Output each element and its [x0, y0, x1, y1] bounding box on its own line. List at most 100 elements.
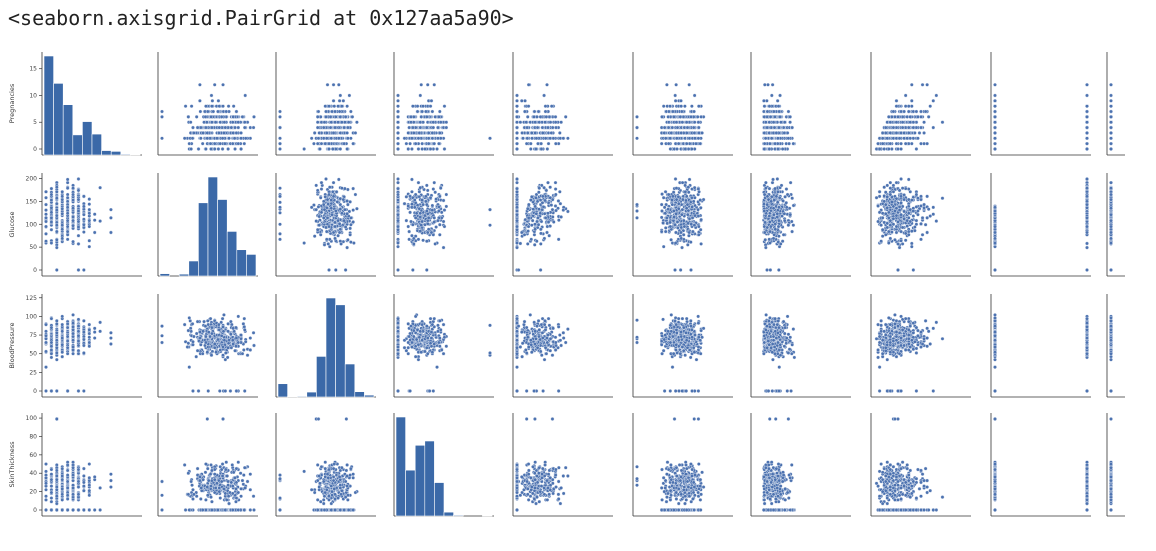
scatter-point: [776, 147, 780, 151]
scatter-point: [885, 120, 890, 125]
scatter-point: [424, 125, 429, 130]
scatter-point: [76, 197, 81, 202]
scatter-point: [444, 125, 449, 130]
scatter-point: [687, 233, 691, 238]
scatter-point: [430, 136, 435, 141]
scatter-point: [538, 268, 543, 272]
scatter-point: [419, 223, 424, 228]
scatter-point: [49, 220, 54, 224]
scatter-point: [278, 237, 282, 242]
scatter-point: [903, 141, 908, 146]
scatter-point: [543, 104, 548, 109]
scatter-point: [444, 120, 449, 125]
scatter-point: [553, 141, 558, 146]
scatter-point: [539, 141, 544, 146]
scatter-point: [314, 183, 319, 188]
scatter-point: [777, 109, 782, 114]
scatter-point: [337, 98, 342, 103]
scatter-point: [65, 218, 70, 223]
y-tick-label: 100: [26, 221, 38, 228]
scatter-point: [886, 147, 891, 151]
scatter-point: [441, 245, 446, 250]
scatter-point: [678, 268, 683, 272]
scatter-point: [900, 125, 905, 130]
scatter-point: [220, 136, 225, 141]
scatter-point: [44, 208, 48, 212]
scatter-point: [76, 177, 81, 181]
scatter-point: [791, 141, 796, 146]
scatter-point: [526, 229, 530, 234]
scatter-point: [911, 109, 916, 114]
scatter-point: [437, 194, 442, 199]
scatter-point: [409, 219, 413, 224]
scatter-point: [65, 232, 70, 237]
scatter-point: [309, 136, 314, 141]
scatter-point: [410, 177, 414, 182]
scatter-point: [1109, 104, 1113, 109]
scatter-point: [659, 215, 664, 220]
scatter-point: [522, 232, 527, 237]
scatter-point: [341, 197, 346, 202]
scatter-point: [1085, 104, 1089, 109]
scatter-point: [424, 209, 429, 213]
scatter-point: [205, 109, 210, 114]
scatter-point: [430, 203, 435, 208]
scatter-point: [324, 177, 328, 181]
scatter-point: [396, 241, 400, 245]
scatter-point: [540, 194, 545, 199]
scatter-point: [909, 104, 914, 109]
scatter-point: [771, 109, 776, 114]
scatter-point: [876, 141, 880, 146]
scatter-point: [529, 131, 534, 135]
scatter-point: [188, 120, 193, 125]
scatter-point: [82, 230, 86, 234]
scatter-point: [44, 239, 48, 244]
scatter-point: [526, 215, 531, 220]
scatter-point: [355, 120, 359, 125]
scatter-point: [874, 147, 879, 151]
scatter-point: [327, 224, 331, 229]
scatter-point: [437, 131, 442, 135]
scatter-point: [76, 219, 81, 224]
scatter-point: [87, 238, 92, 243]
scatter-point: [550, 125, 555, 130]
scatter-point: [683, 147, 688, 151]
scatter-point: [198, 98, 202, 103]
scatter-point: [321, 125, 326, 130]
scatter-point: [342, 141, 346, 146]
scatter-point: [71, 198, 75, 202]
scatter-point: [278, 186, 282, 191]
scatter-point: [768, 141, 772, 146]
scatter-point: [351, 141, 356, 146]
scatter-point: [410, 125, 415, 130]
scatter-point: [762, 131, 767, 135]
scatter-point: [339, 186, 344, 191]
scatter-point: [436, 218, 440, 223]
scatter-point: [538, 115, 543, 119]
scatter-point: [515, 186, 519, 191]
scatter-point: [896, 147, 900, 151]
scatter-point: [76, 268, 81, 272]
scatter-point: [182, 136, 187, 141]
scatter-point: [928, 104, 933, 109]
scatter-point: [940, 120, 945, 125]
scatter-point: [883, 125, 888, 130]
scatter-point: [348, 226, 353, 231]
scatter-point: [773, 141, 777, 146]
scatter-point: [524, 141, 529, 146]
scatter-point: [318, 232, 323, 237]
scatter-point: [542, 93, 546, 98]
scatter-point: [221, 104, 225, 109]
scatter-point: [675, 125, 680, 130]
scatter-point: [903, 93, 908, 98]
scatter-point: [418, 185, 423, 190]
scatter-point: [413, 192, 418, 197]
scatter-point: [787, 141, 791, 146]
scatter-point: [521, 136, 525, 141]
scatter-point: [681, 115, 686, 119]
scatter-point: [319, 180, 324, 185]
scatter-point: [553, 187, 558, 191]
scatter-point: [905, 115, 910, 119]
scatter-point: [410, 268, 415, 272]
scatter-point: [538, 211, 543, 216]
